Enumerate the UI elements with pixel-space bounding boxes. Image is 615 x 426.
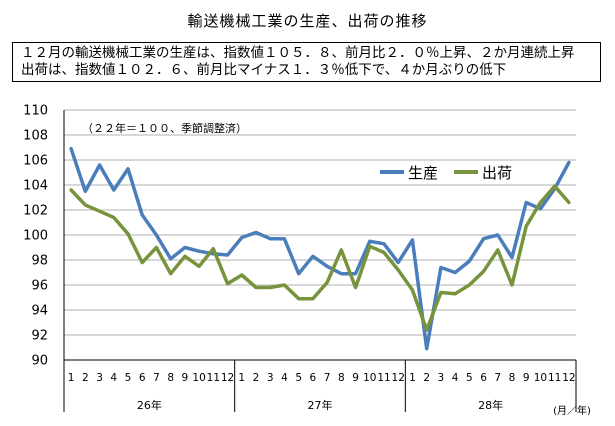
x-tick-label: 10 — [192, 372, 205, 384]
x-tick-label: 2 — [253, 372, 260, 384]
y-tick-label: 102 — [23, 204, 48, 219]
x-tick-label: 8 — [338, 372, 345, 384]
axes — [63, 110, 577, 412]
x-tick-label: 7 — [153, 372, 160, 384]
x-tick-label: 5 — [466, 372, 473, 384]
x-tick-label: 8 — [509, 372, 516, 384]
x-tick-label: 11 — [377, 372, 390, 384]
x-tick-label: 10 — [534, 372, 547, 384]
year-label: 26年 — [137, 398, 162, 412]
series-line-1 — [69, 146, 571, 351]
x-axis-unit: (月／年) — [553, 404, 591, 417]
y-tick-labels: 90 92 94 96 98 100 102 104 106 108 110 — [23, 104, 48, 369]
legend-label-1: 生産 — [408, 164, 438, 182]
x-tick-label: 9 — [182, 372, 189, 384]
x-tick-label: 7 — [494, 372, 501, 384]
summary-line-2: 出荷は、指数値１０２．６、前月比マイナス１．３％低下で、４か月ぶりの低下 — [21, 62, 507, 78]
legend: 生産 出荷 — [380, 164, 512, 182]
x-tick-labels: 1 2 3 4 5 6 7 8 9 10 11 12 1 2 3 4 5 6 7 8 9 10 11 12 1 2 3 4 5 6 7 8 9 1… — [68, 372, 576, 384]
x-tick-label: 2 — [82, 372, 89, 384]
legend-label-2: 出荷 — [482, 164, 512, 182]
x-tick-label: 10 — [363, 372, 376, 384]
x-tick-label: 11 — [207, 372, 220, 384]
x-tick-label: 5 — [125, 372, 132, 384]
x-tick-label: 5 — [295, 372, 302, 384]
x-tick-label: 4 — [281, 372, 288, 384]
x-tick-label: 12 — [562, 372, 575, 384]
summary-box: １２月の輸送機械工業の生産は、指数値１０５．８、前月比２．０％上昇、２か月連続上… — [12, 42, 601, 82]
y-tick-label: 110 — [23, 104, 48, 119]
x-tick-label: 4 — [452, 372, 459, 384]
y-tick-label: 96 — [31, 279, 48, 294]
x-tick-label: 1 — [238, 372, 245, 384]
x-tick-label: 4 — [110, 372, 117, 384]
year-label: 28年 — [478, 398, 503, 412]
y-tick-label: 108 — [23, 129, 48, 144]
y-tick-label: 94 — [31, 304, 48, 319]
chart-title: 輸送機械工業の生産、出荷の推移 — [187, 12, 428, 30]
x-tick-label: 12 — [392, 372, 405, 384]
x-tick-label: 3 — [438, 372, 445, 384]
series-line-2 — [69, 184, 571, 332]
x-tick-label: 6 — [480, 372, 487, 384]
y-tick-label: 92 — [31, 329, 48, 344]
year-label: 27年 — [308, 398, 333, 412]
x-tick-label: 1 — [409, 372, 416, 384]
x-tick-label: 9 — [352, 372, 359, 384]
x-tick-label: 6 — [139, 372, 146, 384]
chart-note: （２２年＝１００、季節調整済） — [82, 121, 247, 135]
x-tick-label: 9 — [523, 372, 530, 384]
x-tick-label: 11 — [548, 372, 561, 384]
x-tick-label: 1 — [68, 372, 75, 384]
x-tick-label: 8 — [167, 372, 174, 384]
y-tick-label: 98 — [31, 254, 48, 269]
y-tick-label: 100 — [23, 229, 48, 244]
x-tick-label: 7 — [324, 372, 331, 384]
series-lines — [69, 146, 571, 351]
y-tick-label: 106 — [23, 154, 48, 169]
x-tick-label: 2 — [423, 372, 430, 384]
y-tick-label: 90 — [31, 354, 48, 369]
year-labels: 26年 27年 28年 — [137, 398, 503, 412]
summary-line-1: １２月の輸送機械工業の生産は、指数値１０５．８、前月比２．０％上昇、２か月連続上… — [21, 45, 575, 61]
y-tick-label: 104 — [23, 179, 48, 194]
x-tick-label: 3 — [96, 372, 103, 384]
x-tick-label: 6 — [310, 372, 317, 384]
x-tick-label: 12 — [221, 372, 234, 384]
x-tick-label: 3 — [267, 372, 274, 384]
